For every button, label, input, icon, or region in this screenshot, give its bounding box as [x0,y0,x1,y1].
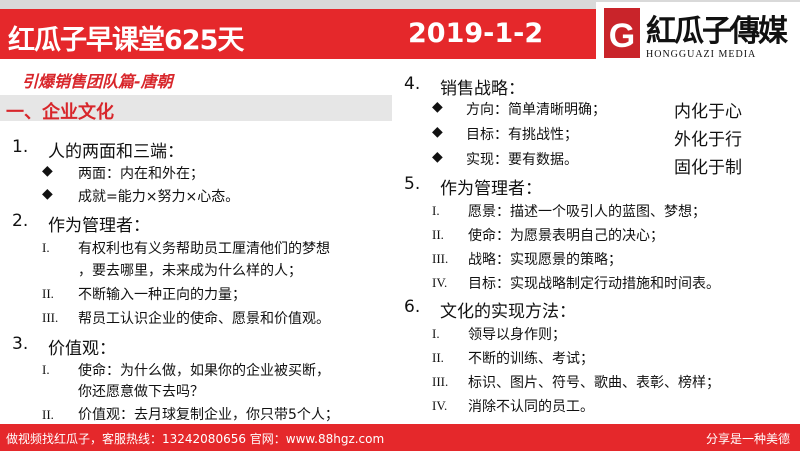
side-note: 外化于行 [674,130,742,150]
list-item: 帮员工认识企业的使命、愿景和价值观。 [78,311,330,327]
header-bar [0,9,600,59]
bullet-icon: ◆ [42,163,53,179]
list-item: 使命：为愿景表明自己的决心； [468,228,664,244]
roman-numeral: III. [432,374,449,389]
side-note: 固化于制 [674,158,742,178]
point-heading: 价值观： [48,339,116,359]
top-strip [0,0,800,9]
roman-numeral: II. [42,286,54,301]
list-item: 价值观：去月球复制企业，你只带5个人； [78,407,339,423]
date: 2019-1-2 [408,18,544,49]
list-item: 战略：实现愿景的策略； [468,252,622,268]
list-item: 领导以身作则； [468,327,566,343]
list-item: 使命：为什么做，如果你的企业被买断， [78,363,330,379]
bullet-icon: ◆ [432,99,443,115]
bullet-icon: ◆ [432,149,443,165]
side-note: 内化于心 [674,102,742,122]
list-item: 有权利也有义务帮助员工厘清他们的梦想 [78,241,330,257]
point-number: 2. [12,211,29,231]
roman-numeral: III. [42,310,59,325]
point-number: 5. [404,174,421,194]
point-heading: 文化的实现方法： [440,302,576,322]
list-item: 不断输入一种正向的力量； [78,287,246,303]
roman-numeral: II. [42,407,54,422]
footer-bar: 做视频找红瓜子，客服热线：13242080656 官网：www.88hgz.co… [0,424,800,451]
roman-numeral: IV. [432,398,448,413]
point-number: 3. [12,334,29,354]
list-item: 愿景：描述一个吸引人的蓝图、梦想； [468,204,706,220]
list-item: 方向：简单清晰明确； [466,102,606,118]
list-item-cont: ，要去哪里，未来成为什么样的人； [78,263,302,279]
roman-numeral: IV. [432,275,448,290]
list-item: 消除不认同的员工。 [468,399,594,415]
point-number: 4. [404,74,421,94]
list-item: 成就=能力×努力×心态。 [78,189,240,205]
bullet-icon: ◆ [42,186,53,202]
bullet-icon: ◆ [432,124,443,140]
roman-numeral: I. [42,362,50,377]
roman-numeral: I. [42,240,50,255]
roman-numeral: III. [432,251,449,266]
roman-numeral: II. [432,227,444,242]
point-heading: 作为管理者： [440,179,542,199]
list-item: 目标：有挑战性； [466,127,578,143]
roman-numeral: I. [432,326,440,341]
point-number: 1. [12,137,29,157]
logo-mark: G [604,8,640,58]
list-item: 不断的训练、考试； [468,351,594,367]
point-heading: 作为管理者： [48,216,150,236]
footer-slogan: 分享是一种美德 [705,432,790,446]
subtitle: 引爆销售团队篇-唐朝 [22,72,173,91]
list-item: 标识、图片、符号、歌曲、表彰、榜样； [468,375,720,391]
list-item: 两面：内在和外在； [78,166,204,182]
roman-numeral: II. [432,350,444,365]
roman-numeral: I. [432,203,440,218]
point-heading: 销售战略： [440,79,525,99]
page-title: 红瓜子早课堂625天 [8,25,244,56]
logo: G 紅瓜子傳媒 HONGGUAZI MEDIA [596,2,800,64]
section-title: 一、企业文化 [6,102,114,123]
point-number: 6. [404,297,421,317]
section-bar [0,95,392,121]
logo-subtext: HONGGUAZI MEDIA [646,49,757,60]
list-item: 目标：实现战略制定行动措施和时间表。 [468,276,720,292]
point-heading: 人的两面和三端： [48,142,184,162]
footer-contact: 做视频找红瓜子，客服热线：13242080656 官网：www.88hgz.co… [6,432,385,446]
list-item-cont: 你还愿意做下去吗？ [78,384,204,400]
logo-text: 紅瓜子傳媒 [646,14,788,49]
list-item: 实现：要有数据。 [466,152,578,168]
